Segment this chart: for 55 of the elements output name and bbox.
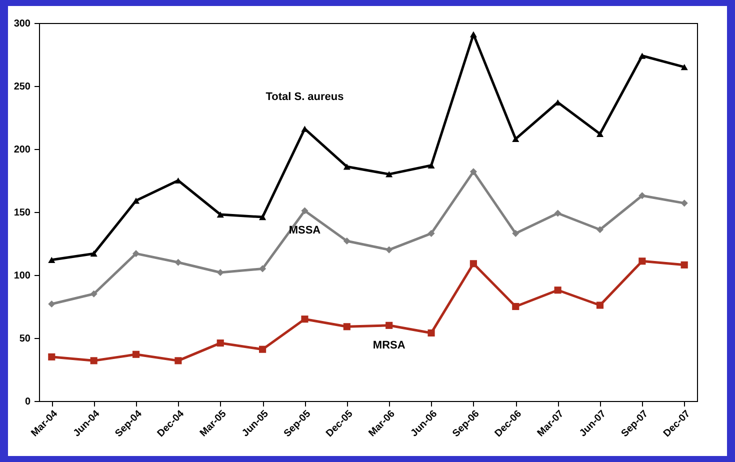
point	[428, 329, 435, 336]
point	[259, 265, 266, 272]
point	[512, 136, 520, 142]
text: Total S. aureus	[266, 90, 344, 103]
point	[132, 250, 140, 258]
point	[343, 323, 350, 330]
point	[259, 346, 266, 353]
point	[48, 256, 56, 263]
point	[132, 350, 140, 358]
point	[470, 260, 477, 268]
y-tick-label: 100	[14, 270, 31, 282]
point	[301, 207, 308, 214]
point	[174, 258, 182, 266]
point	[132, 198, 140, 204]
y-tick-label: 50	[19, 334, 31, 344]
y-tick-label: 300	[14, 18, 31, 30]
point	[301, 316, 308, 323]
point	[512, 230, 520, 237]
point	[638, 52, 646, 59]
series-label: MRSA	[372, 339, 406, 352]
point	[174, 357, 182, 364]
point	[386, 171, 393, 178]
point	[428, 230, 435, 237]
point	[90, 290, 98, 298]
point	[596, 226, 604, 234]
point	[428, 162, 435, 168]
point	[470, 31, 477, 38]
y-tick-label: 150	[14, 208, 31, 218]
point	[259, 214, 266, 220]
point	[680, 261, 688, 268]
point	[216, 268, 224, 276]
y-tick-label: 0	[24, 396, 31, 408]
point	[216, 340, 224, 347]
point	[554, 286, 562, 294]
point	[680, 64, 688, 70]
point	[596, 130, 604, 137]
y-tick-label: 200	[14, 144, 31, 156]
series-label: MSSA	[288, 224, 321, 237]
point	[90, 357, 98, 364]
point	[638, 192, 646, 200]
point	[343, 164, 350, 170]
point	[470, 168, 477, 176]
point	[386, 322, 393, 329]
y-tick-label: 250	[14, 82, 31, 92]
point	[343, 237, 350, 245]
point	[554, 210, 562, 217]
point	[386, 246, 393, 254]
point	[48, 300, 56, 308]
point	[512, 302, 520, 310]
point	[638, 258, 646, 265]
point	[216, 211, 224, 218]
point	[90, 250, 98, 257]
point	[680, 200, 688, 207]
point	[48, 353, 56, 360]
point	[596, 302, 604, 309]
